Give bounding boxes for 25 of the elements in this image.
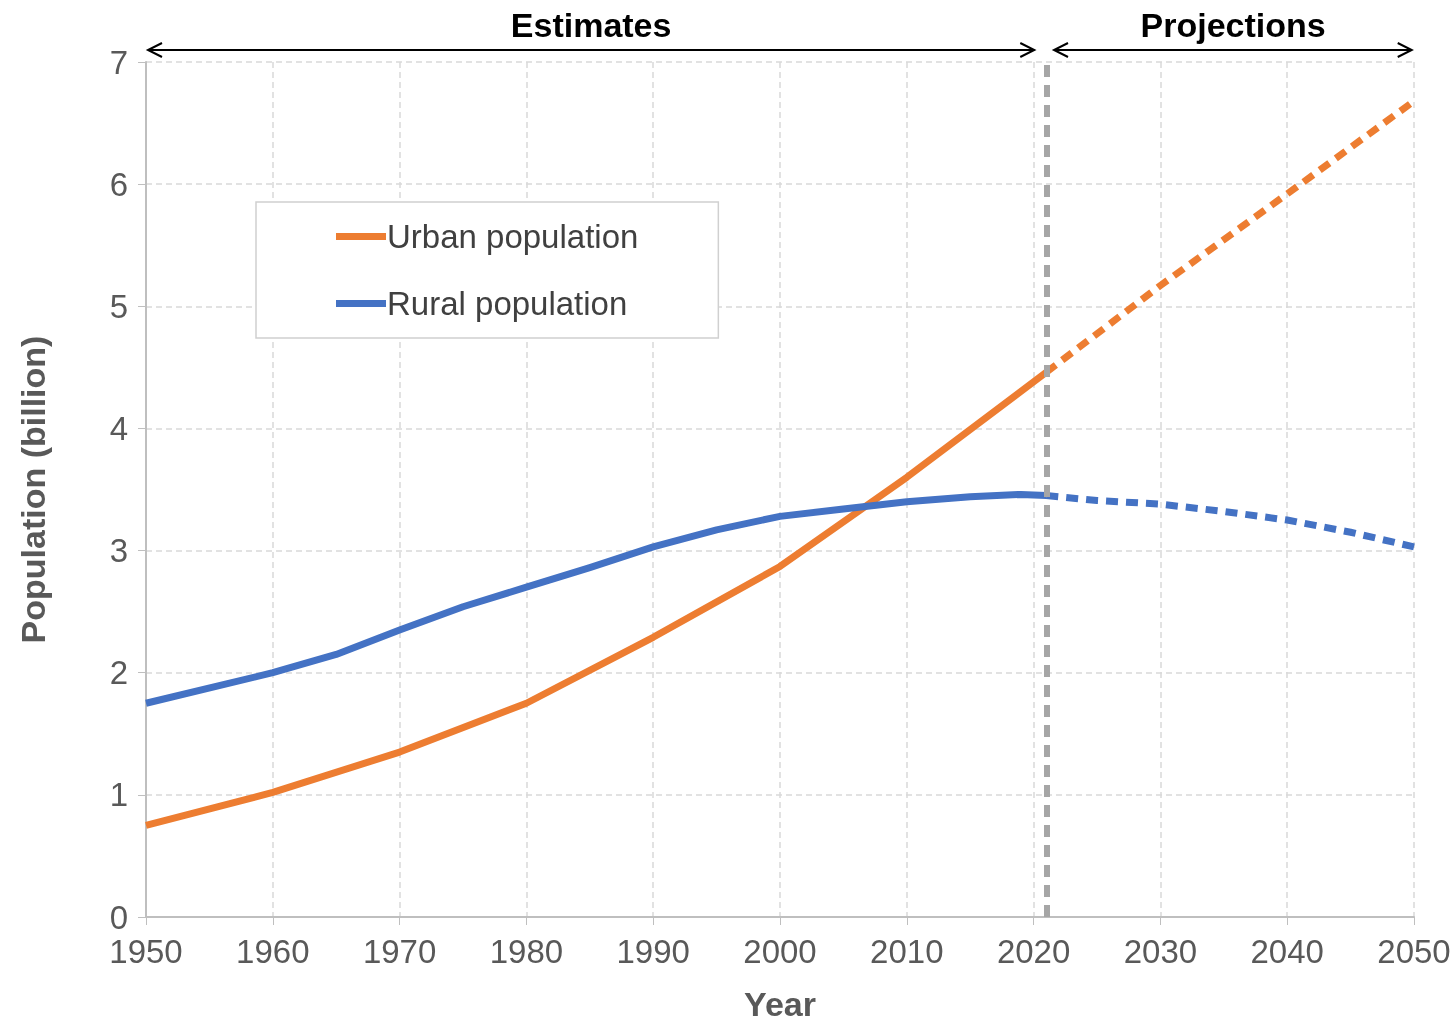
y-tick-label: 3: [109, 532, 128, 570]
y-tick-label: 1: [109, 776, 128, 814]
y-axis-title: Population (billion): [14, 335, 52, 644]
legend-label: Rural population: [387, 285, 628, 322]
x-tick-label: 2010: [870, 933, 944, 970]
text: Projections: [1140, 6, 1326, 45]
text: Estimates: [510, 6, 672, 45]
legend-label: Urban population: [387, 218, 639, 255]
x-tick-label: 1960: [236, 933, 310, 970]
x-tick-label: 2000: [743, 933, 817, 970]
y-tick-label: 5: [109, 287, 128, 325]
x-tick-label: 2020: [996, 933, 1071, 970]
y-tick-label: 4: [109, 409, 128, 447]
x-tick-label: 2030: [1123, 933, 1198, 970]
x-tick-label: 1980: [489, 933, 564, 970]
y-tick-label: 6: [109, 165, 128, 203]
y-tick-label: 0: [109, 898, 128, 936]
x-tick-label: 2040: [1250, 933, 1324, 970]
x-tick-label: 1990: [616, 933, 690, 970]
x-tick-label: 1970: [362, 933, 437, 970]
y-tick-label: 2: [109, 654, 128, 692]
x-tick-label: 2050: [1377, 933, 1451, 970]
x-axis-title: Year: [744, 985, 816, 1023]
x-tick-label: 1950: [109, 933, 183, 970]
y-tick-label: 7: [109, 43, 128, 81]
